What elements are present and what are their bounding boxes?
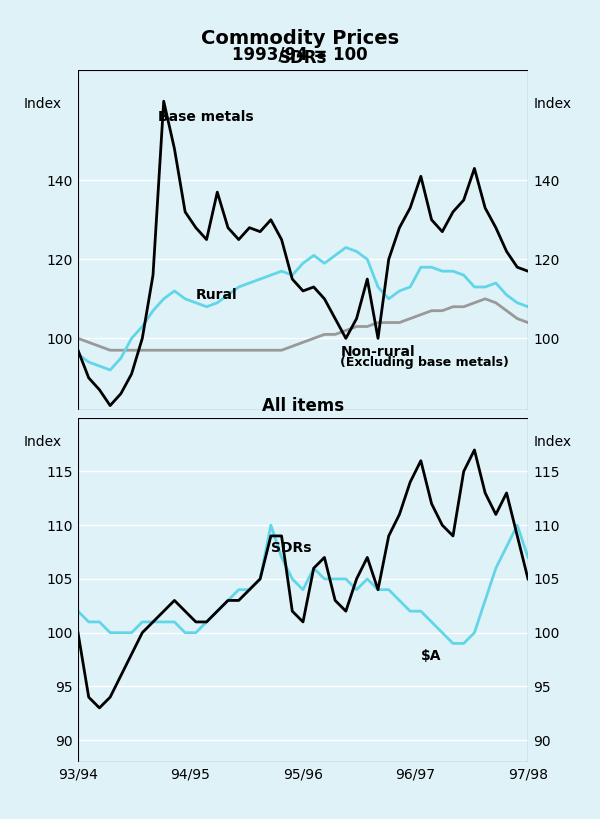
Text: Index: Index [24, 435, 62, 449]
Text: Rural: Rural [196, 287, 238, 302]
Text: Base metals: Base metals [158, 110, 254, 124]
Title: SDRs: SDRs [279, 48, 327, 66]
Text: Index: Index [534, 97, 572, 111]
Text: Index: Index [24, 97, 62, 111]
Text: Index: Index [534, 435, 572, 449]
Text: (Excluding base metals): (Excluding base metals) [341, 356, 509, 369]
Text: Non-rural: Non-rural [341, 345, 415, 360]
Text: SDRs: SDRs [271, 541, 311, 555]
Text: Commodity Prices: Commodity Prices [201, 29, 399, 48]
Text: $A: $A [421, 649, 442, 663]
Text: 1993/94 = 100: 1993/94 = 100 [232, 45, 368, 63]
Title: All items: All items [262, 396, 344, 414]
